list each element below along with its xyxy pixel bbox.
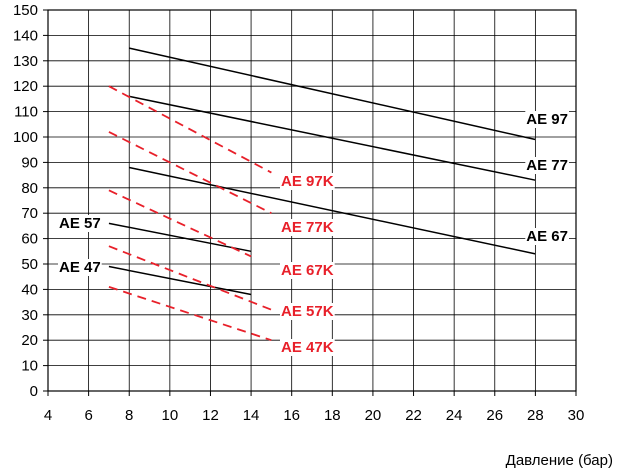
x-tick-label: 20	[365, 407, 382, 424]
series-label-ae-57: AE 57	[59, 215, 101, 232]
y-tick-label: 130	[13, 53, 38, 70]
series-label-bg	[280, 339, 335, 356]
series-label-ae-97: AE 97	[526, 111, 568, 128]
series-line-ae-67k	[108, 189, 252, 258]
y-tick-label: 30	[21, 307, 38, 324]
x-tick-label: 6	[84, 407, 92, 424]
x-tick-label: 24	[446, 407, 463, 424]
series-label-bg	[58, 215, 102, 232]
series-lines	[108, 47, 536, 342]
y-tick-label: 110	[14, 104, 38, 121]
x-tick-labels: 4 6 8 10 12 14 16 18 20 22 24 26 28 30	[44, 407, 585, 424]
x-tick-label: 8	[125, 407, 133, 424]
y-tick-label: 90	[21, 154, 38, 171]
series-label-bg	[280, 262, 335, 279]
y-tick-label: 0	[30, 383, 38, 400]
grid	[47, 9, 577, 392]
series-label-ae-67k: AE 67K	[281, 262, 334, 279]
y-tick-label: 70	[21, 205, 38, 222]
series-line-ae-47	[108, 265, 252, 296]
series-line-ae-97k	[108, 85, 272, 174]
y-tick-label: 80	[21, 180, 38, 197]
series-line-ae-77k	[108, 131, 272, 215]
series-label-ae-57k: AE 57K	[281, 303, 334, 320]
series-label-bg	[525, 111, 569, 128]
series-label-bg	[58, 259, 102, 276]
x-tick-label: 4	[44, 407, 52, 424]
series-label-bg	[525, 157, 569, 174]
y-tick-labels: 0 10 20 30 40 50 60 70 80 90 100 110 120 130 140 150	[13, 2, 38, 400]
y-tick-label: 140	[13, 27, 38, 44]
y-tick-label: 20	[21, 332, 38, 349]
series-line-ae-57k	[108, 245, 272, 311]
x-tick-label: 26	[486, 407, 503, 424]
x-tick-label: 16	[283, 407, 300, 424]
series-label-ae-77k: AE 77K	[281, 219, 334, 236]
series-label-bg	[280, 219, 335, 236]
series-label-bg	[280, 303, 335, 320]
series-line-ae-57	[108, 222, 252, 253]
series-label-ae-47k: AE 47K	[281, 339, 334, 356]
series-line-ae-97	[129, 47, 536, 141]
y-tick-label: 120	[13, 78, 38, 95]
series-label-ae-67: AE 67	[526, 228, 568, 245]
x-tick-label: 18	[324, 407, 341, 424]
series-line-ae-67	[129, 166, 536, 255]
series-line-ae-77	[129, 95, 536, 181]
plot-frame	[47, 9, 577, 392]
x-tick-label: 14	[243, 407, 260, 424]
series-line-ae-47k	[108, 286, 272, 342]
y-tick-label: 40	[21, 281, 38, 298]
x-tick-label: 28	[527, 407, 544, 424]
series-label-ae-97k: AE 97K	[281, 173, 334, 190]
series-label-bg	[525, 228, 569, 245]
axes	[43, 9, 577, 396]
series-label-ae-47: AE 47	[59, 259, 101, 276]
x-tick-label: 12	[202, 407, 219, 424]
y-tick-label: 150	[13, 2, 38, 19]
y-tick-label: 100	[13, 129, 38, 146]
x-tick-label: 10	[162, 407, 179, 424]
x-axis-label: Давление (бар)	[506, 452, 613, 469]
y-tick-label: 10	[21, 358, 38, 375]
x-tick-label: 22	[405, 407, 422, 424]
series-label-bg	[280, 173, 335, 190]
series-label-ae-77: AE 77	[526, 157, 568, 174]
x-tick-label: 30	[568, 407, 585, 424]
y-tick-label: 50	[21, 256, 38, 273]
series-labels: AE 97 AE 77 AE 67 AE 57 AE 47 AE 97K AE 77K AE …	[58, 111, 569, 356]
y-tick-label: 60	[21, 231, 38, 248]
